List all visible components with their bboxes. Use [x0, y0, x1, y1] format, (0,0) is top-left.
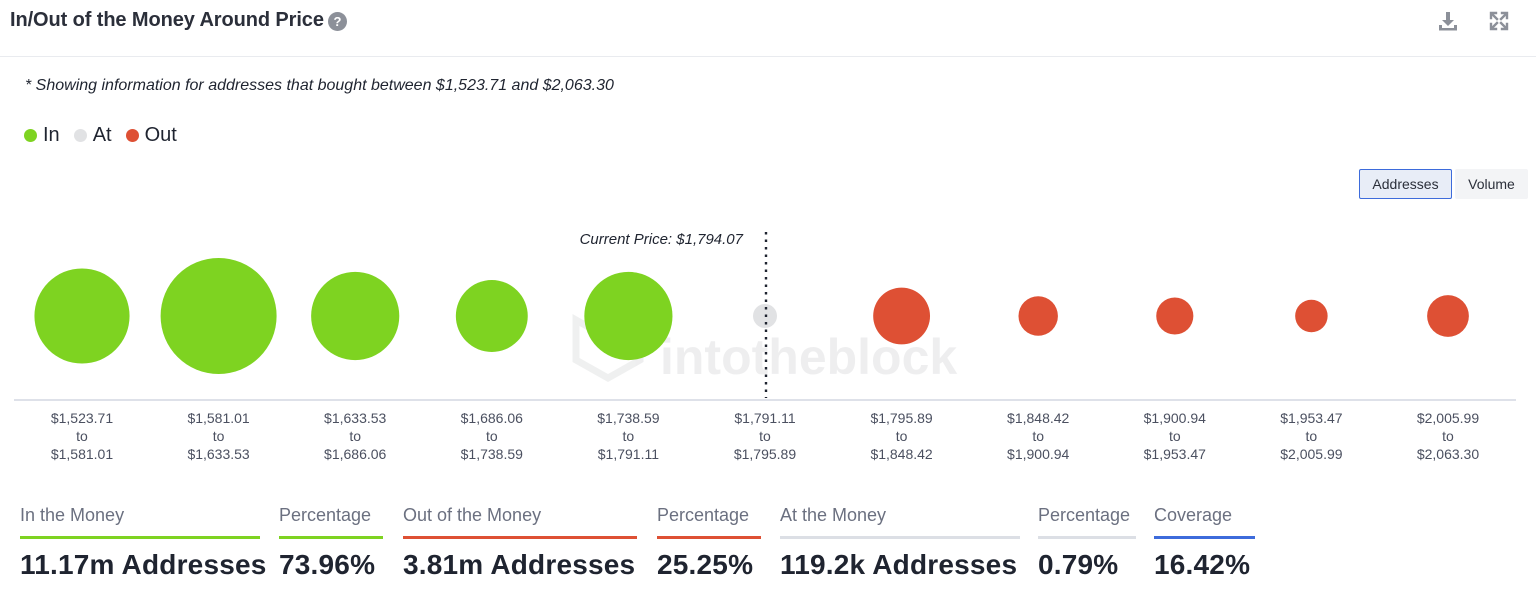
tick-label-8-to: $1,953.47	[1144, 446, 1206, 462]
out-of-the-money-label: Out of the Money	[403, 505, 637, 539]
in-the-money-stat: In the Money 11.17m Addresses	[20, 505, 267, 581]
out-percentage-label: Percentage	[657, 505, 761, 539]
out-percentage-stat: Percentage 25.25%	[657, 505, 761, 581]
tick-label-10-from: $2,005.99	[1417, 410, 1479, 426]
bubble-in-1[interactable]	[160, 258, 277, 374]
legend-item-at[interactable]: At	[73, 124, 112, 147]
bubble-in-0[interactable]	[34, 268, 130, 364]
legend-dot-out	[125, 129, 139, 142]
at-the-money-stat: At the Money 119.2k Addresses	[780, 505, 1020, 581]
bubble-out-8[interactable]	[1156, 297, 1194, 335]
tick-label-10-to: $2,063.30	[1417, 446, 1479, 462]
tick-label-2-to_word: to	[349, 428, 361, 444]
bubble-out-6[interactable]	[873, 287, 931, 345]
tick-label-8-from: $1,900.94	[1144, 410, 1206, 426]
tick-label-10-to_word: to	[1442, 428, 1454, 444]
range-note: * Showing information for addresses that…	[25, 77, 614, 94]
at-percentage-stat: Percentage 0.79%	[1038, 505, 1136, 581]
at-percentage-value: 0.79%	[1038, 549, 1119, 580]
tick-label-2-to: $1,686.06	[324, 446, 386, 462]
out-of-the-money-stat: Out of the Money 3.81m Addresses	[403, 505, 637, 581]
download-icon[interactable]	[1437, 10, 1459, 32]
tick-label-9-to_word: to	[1306, 428, 1318, 444]
at-the-money-label: At the Money	[780, 505, 1020, 539]
at-the-money-value: 119.2k Addresses	[780, 549, 1018, 580]
in-percentage-value: 73.96%	[279, 549, 376, 580]
bubble-in-3[interactable]	[455, 280, 528, 352]
tick-label-1-to: $1,633.53	[187, 446, 249, 462]
tick-label-0-to: $1,581.01	[51, 446, 113, 462]
bubble-out-7[interactable]	[1018, 296, 1058, 336]
chart-legend: In At Out	[24, 124, 191, 147]
legend-item-in[interactable]: In	[24, 124, 60, 147]
legend-item-out[interactable]: Out	[125, 124, 177, 147]
tick-label-9-from: $1,953.47	[1280, 410, 1342, 426]
tick-label-4-to_word: to	[623, 428, 635, 444]
coverage-value: 16.42%	[1154, 549, 1251, 580]
tick-label-3-from: $1,686.06	[461, 410, 523, 426]
bubble-out-9[interactable]	[1295, 299, 1328, 333]
tick-label-3-to: $1,738.59	[461, 446, 523, 462]
tick-label-5-to: $1,795.89	[734, 446, 796, 462]
bubble-out-10[interactable]	[1427, 295, 1469, 337]
widget-header: In/Out of the Money Around Price ?	[0, 0, 1536, 57]
tick-label-8-to_word: to	[1169, 428, 1181, 444]
widget-title: In/Out of the Money Around Price	[10, 9, 324, 31]
tick-label-4-from: $1,738.59	[597, 410, 659, 426]
tick-label-7-to: $1,900.94	[1007, 446, 1069, 462]
legend-dot-in	[24, 129, 37, 142]
tick-label-6-to: $1,848.42	[870, 446, 932, 462]
bubble-in-4[interactable]	[584, 271, 673, 361]
summary-stats: In the Money 11.17m Addresses Percentage…	[0, 505, 1536, 592]
coverage-label: Coverage	[1154, 505, 1255, 539]
out-percentage-value: 25.25%	[657, 549, 754, 580]
in-percentage-stat: Percentage 73.96%	[279, 505, 383, 581]
tick-label-6-from: $1,795.89	[870, 410, 932, 426]
tick-label-2-from: $1,633.53	[324, 410, 386, 426]
tick-label-6-to_word: to	[896, 428, 908, 444]
volume-toggle-button[interactable]: Volume	[1455, 169, 1528, 199]
tick-label-4-to: $1,791.11	[598, 446, 659, 462]
legend-dot-at	[73, 129, 87, 142]
tick-label-5-from: $1,791.11	[734, 410, 795, 426]
tick-label-1-from: $1,581.01	[187, 410, 249, 426]
tick-label-7-to_word: to	[1032, 428, 1044, 444]
tick-label-1-to_word: to	[213, 428, 225, 444]
tick-label-5-to_word: to	[759, 428, 771, 444]
question-circle-icon[interactable]: ?	[328, 12, 347, 31]
in-percentage-label: Percentage	[279, 505, 383, 539]
current-price-label: Current Price: $1,794.07	[580, 231, 744, 248]
tick-label-3-to_word: to	[486, 428, 498, 444]
legend-label-out: Out	[144, 124, 177, 146]
legend-label-at: At	[92, 124, 112, 146]
legend-label-in: In	[43, 124, 60, 146]
addresses-toggle-button[interactable]: Addresses	[1359, 169, 1452, 199]
in-the-money-label: In the Money	[20, 505, 260, 539]
expand-icon[interactable]	[1488, 10, 1510, 32]
at-percentage-label: Percentage	[1038, 505, 1136, 539]
tick-label-7-from: $1,848.42	[1007, 410, 1069, 426]
tick-label-0-from: $1,523.71	[51, 410, 113, 426]
tick-label-9-to: $2,005.99	[1280, 446, 1342, 462]
in-out-money-chart: intotheblock Current Price: $1,794.07 $1…	[14, 231, 1516, 462]
in-the-money-value: 11.17m Addresses	[20, 549, 267, 580]
coverage-stat: Coverage 16.42%	[1154, 505, 1255, 581]
out-of-the-money-value: 3.81m Addresses	[403, 549, 636, 580]
tick-label-0-to_word: to	[76, 428, 88, 444]
bubble-in-2[interactable]	[311, 271, 400, 361]
